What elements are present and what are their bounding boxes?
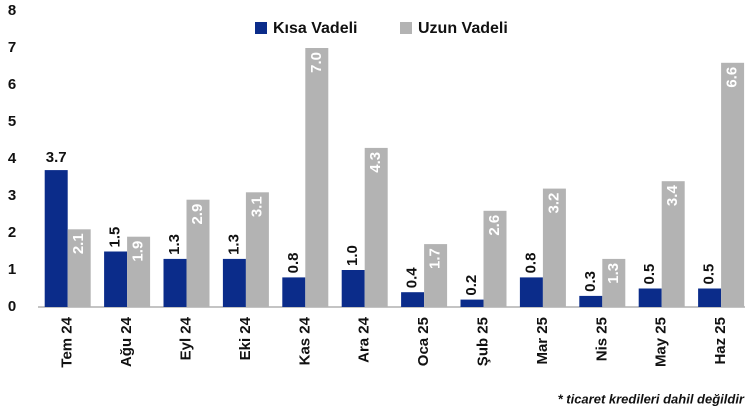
y-tick-label: 7: [8, 39, 16, 56]
y-tick-label: 3: [8, 187, 16, 204]
x-tick-label: Nis 25: [593, 317, 610, 361]
legend-swatch: [400, 22, 412, 34]
data-label: 3.2: [545, 193, 562, 214]
data-label: 0.3: [582, 271, 599, 292]
x-tick-label: Mar 25: [534, 317, 551, 365]
bar: [661, 181, 685, 307]
y-tick-label: 8: [8, 2, 16, 19]
bar: [483, 210, 507, 307]
legend-label: Uzun Vadeli: [418, 20, 508, 37]
data-label: 1.9: [130, 241, 147, 262]
data-label: 3.7: [46, 149, 67, 166]
x-tick-label: May 25: [653, 317, 670, 367]
data-label: 0.8: [522, 253, 539, 274]
bar: [104, 251, 128, 307]
data-label: 2.1: [70, 233, 87, 254]
data-label: 4.3: [367, 152, 384, 173]
y-tick-label: 4: [8, 150, 17, 167]
bar: [542, 188, 566, 307]
x-tick-label: Ara 24: [356, 316, 373, 363]
bar: [305, 48, 329, 307]
data-label: 1.0: [344, 245, 361, 266]
data-label: 1.7: [427, 248, 444, 269]
bar: [579, 295, 603, 307]
data-label: 6.6: [724, 67, 741, 88]
y-tick-label: 5: [8, 113, 16, 130]
y-tick-label: 2: [8, 224, 16, 241]
legend-label: Kısa Vadeli: [273, 20, 358, 37]
bar: [519, 277, 543, 307]
bar: [424, 244, 448, 307]
data-label: 0.2: [463, 275, 480, 296]
data-label: 0.8: [285, 253, 302, 274]
data-label: 0.5: [701, 264, 718, 285]
x-tick-label: Eki 24: [237, 316, 254, 360]
x-tick-label: Eyl 24: [177, 316, 194, 360]
bar: [364, 147, 388, 307]
data-label: 1.3: [225, 234, 242, 255]
bar: [282, 277, 306, 307]
bar: [638, 288, 662, 307]
x-tick-label: Tem 24: [59, 316, 76, 367]
data-label: 1.3: [166, 234, 183, 255]
bar: [222, 258, 246, 307]
data-label: 0.4: [404, 267, 421, 289]
footnote: * ticaret kredileri dahil değildir: [558, 391, 745, 406]
bar: [127, 236, 151, 307]
bar: [341, 270, 365, 307]
x-tick-label: Haz 25: [712, 317, 729, 365]
x-tick-label: Ağu 24: [118, 316, 135, 367]
x-tick-label: Kas 24: [296, 316, 313, 365]
bar: [401, 292, 425, 307]
legend-swatch: [255, 22, 267, 34]
bar: [67, 229, 91, 307]
y-tick-label: 6: [8, 76, 16, 93]
data-label: 3.1: [248, 196, 265, 217]
bar: [698, 288, 722, 307]
bar: [245, 192, 269, 307]
data-label: 2.6: [486, 215, 503, 236]
bar: [721, 62, 745, 307]
data-label: 0.5: [641, 264, 658, 285]
y-tick-label: 0: [8, 298, 16, 315]
bar: [602, 258, 626, 307]
bar: [44, 170, 68, 307]
bar: [186, 199, 210, 307]
data-label: 7.0: [308, 52, 325, 73]
data-label: 3.4: [664, 185, 681, 207]
x-tick-label: Oca 25: [415, 317, 432, 366]
bar: [163, 258, 187, 307]
data-label: 2.9: [189, 204, 206, 225]
data-label: 1.5: [107, 227, 124, 248]
y-tick-label: 1: [8, 261, 16, 278]
bar: [460, 299, 484, 307]
data-label: 1.3: [605, 263, 622, 284]
x-tick-label: Şub 25: [474, 317, 491, 366]
